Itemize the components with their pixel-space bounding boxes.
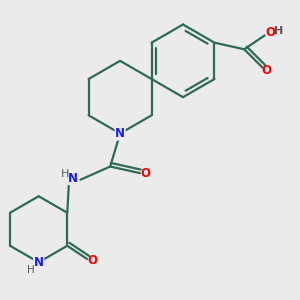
Text: O: O [266,26,276,39]
Text: N: N [34,256,44,269]
Text: O: O [87,254,98,267]
Text: O: O [141,167,151,180]
Text: N: N [68,172,78,184]
Text: O: O [262,64,272,76]
Text: H: H [61,169,70,179]
Text: H: H [26,265,34,275]
Text: H: H [274,26,283,36]
Text: N: N [115,127,125,140]
